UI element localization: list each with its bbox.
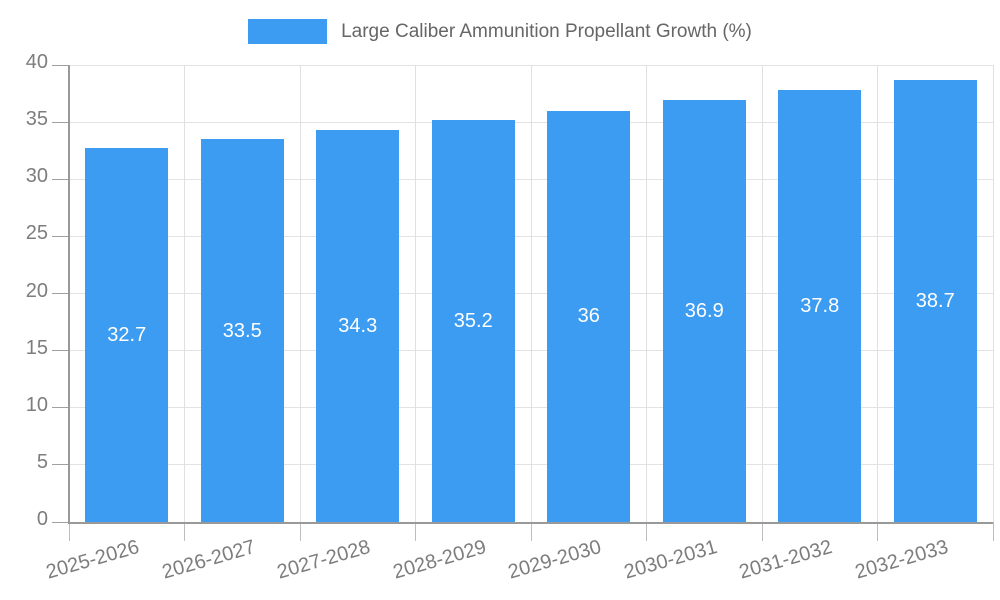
y-tick-mark [52, 121, 69, 123]
x-tick-label: 2026-2027 [159, 536, 258, 584]
bar-value-label: 38.7 [915, 289, 955, 312]
x-axis-line [67, 521, 993, 524]
bar[interactable] [200, 139, 284, 522]
bar[interactable] [431, 119, 515, 522]
x-tick-mark [184, 522, 185, 541]
x-tick-mark [646, 522, 647, 541]
y-tick-label: 10 [25, 393, 48, 416]
x-tick-label: 2031-2032 [736, 536, 835, 584]
x-tick-label: 2027-2028 [274, 536, 373, 584]
x-tick-label: 2025-2026 [43, 536, 142, 584]
x-tick-mark [299, 522, 301, 541]
bar[interactable] [85, 148, 169, 522]
x-tick-mark [530, 522, 532, 541]
y-tick-label: 15 [25, 336, 48, 359]
bar[interactable] [316, 130, 400, 522]
x-gridline [184, 65, 185, 522]
legend-item[interactable]: Large Caliber Ammunition Propellant Grow… [0, 19, 1000, 44]
y-tick-label: 30 [25, 165, 48, 188]
x-tick-mark [68, 522, 70, 541]
bar-value-label: 33.5 [222, 319, 262, 342]
bar-value-label: 36.9 [684, 300, 724, 323]
x-tick-mark [877, 522, 878, 541]
x-gridline [530, 65, 532, 522]
legend-label: Large Caliber Ammunition Propellant Grow… [341, 21, 752, 42]
x-gridline [299, 65, 301, 522]
bar-value-label: 37.8 [800, 295, 840, 318]
x-gridline [761, 65, 763, 522]
y-tick-mark [52, 350, 69, 352]
bar[interactable] [547, 110, 631, 522]
y-tick-mark [52, 64, 69, 66]
x-gridline [415, 65, 416, 522]
y-tick-mark [52, 178, 69, 180]
x-tick-mark [761, 522, 763, 541]
y-tick-label: 20 [25, 279, 48, 302]
y-tick-mark [52, 235, 69, 237]
x-tick-mark [992, 522, 994, 541]
bar-value-label: 32.7 [107, 324, 147, 347]
y-tick-mark [52, 464, 69, 466]
x-gridline [992, 65, 994, 522]
x-tick-label: 2032-2033 [852, 536, 951, 584]
y-tick-label: 5 [36, 450, 48, 473]
x-gridline [646, 65, 647, 522]
y-tick-mark [52, 293, 69, 294]
bar-value-label: 34.3 [338, 315, 378, 338]
y-tick-mark [52, 521, 69, 523]
legend-swatch [248, 19, 328, 44]
bar-value-label: 35.2 [453, 309, 493, 332]
x-tick-label: 2028-2029 [390, 536, 489, 584]
bar[interactable] [893, 79, 977, 522]
y-tick-label: 25 [25, 222, 48, 245]
x-tick-mark [415, 522, 416, 541]
bar[interactable] [778, 90, 862, 522]
y-tick-mark [52, 407, 69, 409]
bar-value-label: 36 [577, 305, 600, 328]
bar[interactable] [662, 100, 746, 522]
x-tick-label: 2030-2031 [621, 536, 720, 584]
y-axis-line [67, 65, 70, 524]
x-tick-label: 2029-2030 [505, 536, 604, 584]
x-gridline [877, 65, 878, 522]
y-tick-label: 40 [25, 51, 48, 73]
y-tick-label: 35 [25, 108, 48, 131]
y-tick-label: 0 [36, 508, 48, 530]
